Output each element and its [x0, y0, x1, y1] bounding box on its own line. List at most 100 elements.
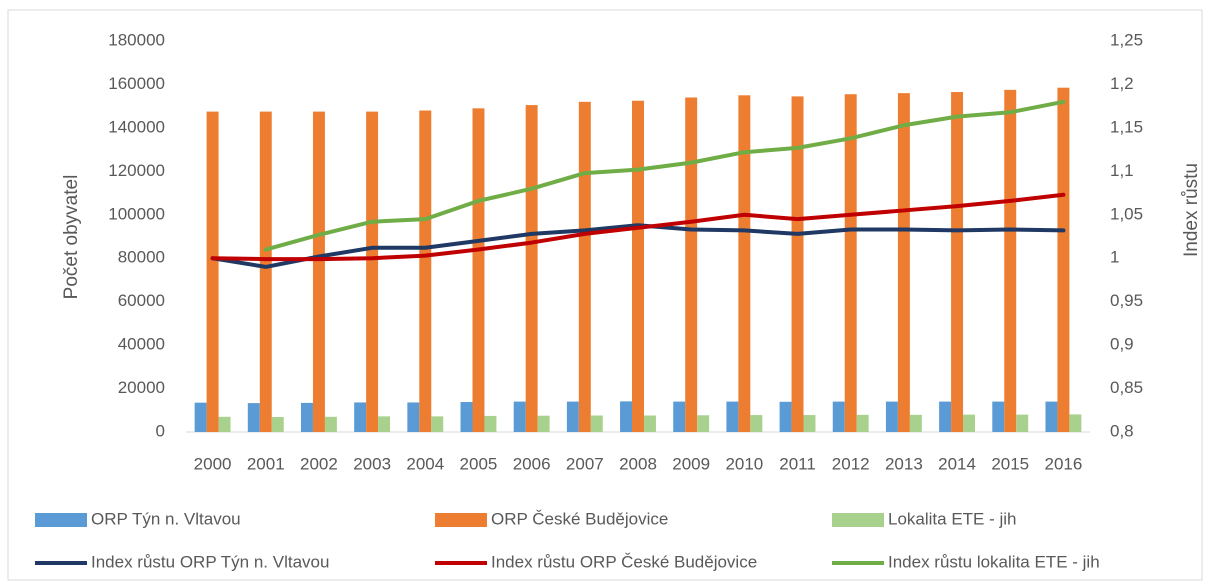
bar [632, 100, 644, 432]
bar [324, 416, 337, 432]
bar [194, 402, 207, 432]
bar [354, 402, 367, 432]
bar [378, 416, 391, 432]
y2-tick-label: 1,15 [1110, 117, 1143, 136]
x-tick-label: 2014 [938, 454, 976, 473]
x-tick-label: 2008 [619, 454, 657, 473]
line [263, 99, 1066, 252]
x-tick-label: 2000 [194, 454, 232, 473]
legend-swatch [435, 513, 487, 527]
bar [247, 403, 260, 432]
x-tick-label: 2010 [725, 454, 763, 473]
y2-tick-label: 1,05 [1110, 204, 1143, 223]
y-tick-label: 80000 [118, 248, 165, 267]
bar [750, 415, 763, 432]
bar [537, 415, 550, 432]
bar [590, 415, 603, 432]
legend-label: Index růstu ORP Týn n. Vltavou [91, 552, 329, 571]
legend-swatch [832, 513, 884, 527]
bar [909, 414, 922, 432]
x-tick-label: 2005 [460, 454, 498, 473]
bar [578, 101, 591, 433]
bar [939, 401, 952, 432]
y2-tick-label: 0,85 [1110, 378, 1143, 397]
bar [566, 401, 579, 432]
legend-swatch [35, 513, 87, 527]
x-tick-label: 2013 [885, 454, 923, 473]
y-tick-label: 0 [156, 421, 165, 440]
y-tick-label: 100000 [108, 204, 165, 223]
bar [312, 111, 325, 432]
y2-tick-label: 1 [1110, 248, 1119, 267]
bar [697, 415, 710, 432]
bar [407, 402, 420, 432]
x-tick-label: 2007 [566, 454, 604, 473]
legend-label: ORP Týn n. Vltavou [91, 509, 241, 528]
x-tick-label: 2004 [406, 454, 444, 473]
bar [643, 415, 656, 432]
bar [844, 94, 857, 432]
y2-tick-label: 1,25 [1110, 30, 1143, 49]
bar [1016, 414, 1029, 432]
y2-tick-label: 0,95 [1110, 291, 1143, 310]
bar [1004, 89, 1017, 432]
x-tick-label: 2001 [247, 454, 285, 473]
y-tick-label: 180000 [108, 30, 165, 49]
x-tick-label: 2011 [779, 454, 816, 473]
bar [419, 110, 432, 432]
x-tick-label: 2009 [672, 454, 710, 473]
legend-label: ORP České Budějovice [491, 509, 668, 528]
bar [218, 416, 231, 432]
bar [1057, 87, 1070, 433]
y-tick-label: 60000 [118, 291, 165, 310]
chart-frame [7, 9, 1203, 581]
x-tick-label: 2016 [1044, 454, 1082, 473]
y-tick-label: 120000 [108, 161, 165, 180]
x-tick-label: 2015 [991, 454, 1029, 473]
bar [951, 92, 964, 432]
y-tick-label: 140000 [108, 117, 165, 136]
bar [885, 401, 898, 432]
bar [673, 401, 686, 432]
bar [779, 401, 792, 432]
x-tick-label: 2002 [300, 454, 338, 473]
x-tick-label: 2006 [513, 454, 551, 473]
bar [271, 417, 284, 432]
line [210, 192, 1066, 262]
legend-label: Index růstu ORP České Budějovice [491, 552, 757, 571]
x-tick-label: 2012 [832, 454, 870, 473]
bar [366, 111, 379, 432]
bar [897, 93, 910, 432]
bar [1069, 414, 1082, 432]
y2-tick-label: 1,1 [1110, 161, 1134, 180]
bar [738, 95, 751, 433]
bar [803, 415, 816, 432]
bar [513, 401, 526, 432]
line [210, 223, 1066, 269]
y-tick-label: 40000 [118, 335, 165, 354]
bar [685, 97, 698, 432]
bar [1045, 401, 1058, 432]
bar [992, 401, 1005, 432]
bar [620, 401, 633, 432]
bar [484, 415, 497, 432]
bar [832, 401, 845, 432]
bar [300, 402, 313, 432]
bar [259, 111, 272, 432]
bar [460, 402, 473, 432]
y2-tick-label: 1,2 [1110, 74, 1134, 93]
bar [856, 414, 869, 432]
y-axis-label: Počet obyvatel [61, 175, 82, 300]
y2-tick-label: 0,9 [1110, 335, 1134, 354]
y-tick-label: 160000 [108, 74, 165, 93]
bar [206, 111, 219, 432]
legend-label: Lokalita ETE - jih [888, 509, 1017, 528]
bar [472, 108, 485, 432]
y-tick-label: 20000 [118, 378, 165, 397]
legend-label: Index růstu lokalita ETE - jih [888, 552, 1100, 571]
y2-tick-label: 0,8 [1110, 421, 1134, 440]
bar [963, 414, 976, 432]
bar [791, 96, 804, 433]
bar [726, 401, 739, 432]
